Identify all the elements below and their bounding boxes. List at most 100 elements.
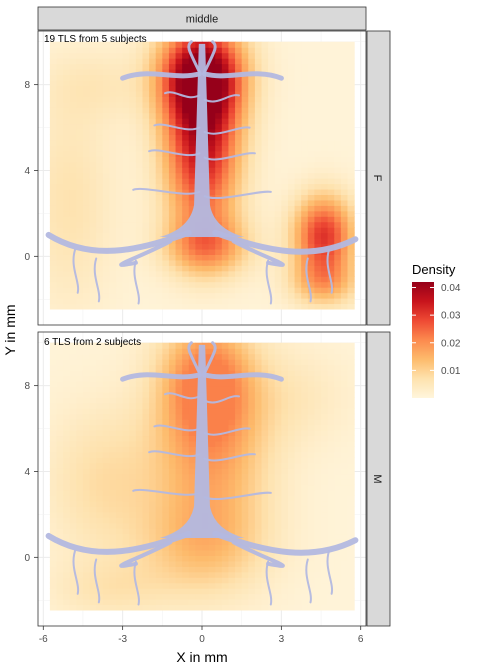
heatmap-cell: [268, 183, 276, 190]
heatmap-cell: [327, 549, 335, 556]
heatmap-cell: [287, 145, 296, 152]
heatmap-cell: [215, 270, 223, 277]
heatmap-cell: [261, 577, 269, 584]
heatmap-cell: [208, 303, 216, 310]
heatmap-cell: [135, 139, 144, 146]
heatmap-cell: [116, 506, 124, 513]
heatmap-cell: [215, 500, 223, 507]
heatmap-cell: [228, 479, 236, 486]
heatmap-cell: [281, 188, 289, 196]
heatmap-cell: [69, 238, 77, 245]
heatmap-cell: [182, 380, 190, 387]
heatmap-cell: [281, 577, 289, 584]
heatmap-cell: [228, 560, 236, 567]
heatmap-cell: [307, 178, 316, 185]
heatmap-cell: [294, 413, 302, 420]
heatmap-cell: [82, 446, 91, 453]
heatmap-cell: [208, 134, 216, 141]
heatmap-cell: [241, 112, 249, 119]
heatmap-cell: [56, 161, 64, 168]
heatmap-cell: [69, 172, 77, 179]
heatmap-cell: [235, 359, 243, 366]
heatmap-cell: [102, 577, 111, 584]
heatmap-cell: [135, 210, 144, 217]
heatmap-cell: [195, 248, 203, 255]
heatmap-cell: [294, 216, 302, 223]
heatmap-cell: [96, 112, 104, 119]
heatmap-cell: [294, 199, 302, 206]
heatmap-cell: [102, 58, 111, 65]
heatmap-cell: [129, 386, 137, 393]
heatmap-cell: [69, 468, 77, 475]
heatmap-cell: [175, 134, 183, 141]
heatmap-cell: [235, 292, 243, 299]
airway-arm-right: [212, 530, 359, 556]
heatmap-cell: [96, 533, 104, 540]
heatmap-cell: [82, 353, 91, 360]
heatmap-cell: [287, 500, 296, 507]
heatmap-cell: [56, 402, 64, 409]
heatmap-cell: [162, 604, 170, 611]
heatmap-cell: [274, 604, 282, 611]
heatmap-cell: [287, 85, 296, 92]
heatmap-cell: [49, 364, 58, 371]
heatmap-cell: [268, 270, 276, 277]
heatmap-cell: [162, 424, 170, 431]
heatmap-cell: [89, 435, 97, 442]
heatmap-cell: [122, 156, 130, 163]
heatmap-cell: [261, 473, 269, 480]
heatmap-cell: [235, 134, 243, 141]
heatmap-cell: [56, 90, 64, 97]
heatmap-cell: [248, 134, 256, 141]
heatmap-cell: [274, 588, 282, 595]
heatmap-cell: [294, 457, 302, 464]
heatmap-cell: [287, 566, 296, 573]
heatmap-cell: [221, 265, 230, 272]
heatmap-cell: [69, 462, 77, 469]
heatmap-cell: [281, 544, 289, 551]
heatmap-cell: [116, 593, 124, 600]
heatmap-cell: [208, 560, 216, 567]
heatmap-cell: [287, 270, 296, 277]
heatmap-cell: [168, 468, 177, 475]
heatmap-cell: [96, 79, 104, 86]
heatmap-cell: [122, 386, 130, 393]
heatmap-cell: [274, 451, 282, 458]
heatmap-cell: [254, 506, 263, 513]
heatmap-cell: [314, 391, 322, 398]
heatmap-cell: [89, 58, 97, 65]
heatmap-cell: [301, 167, 309, 174]
heatmap-cell: [274, 544, 282, 551]
heatmap-cell: [96, 303, 104, 310]
heatmap-cell: [281, 539, 289, 546]
heatmap-cell: [274, 254, 282, 261]
heatmap-cell: [327, 90, 335, 97]
heatmap-cell: [82, 85, 91, 92]
heatmap-cell: [175, 539, 183, 546]
heatmap-cell: [82, 227, 91, 234]
heatmap-cell: [334, 210, 342, 217]
heatmap-cell: [155, 353, 163, 360]
heatmap-cell: [208, 107, 216, 114]
heatmap-cell: [175, 593, 183, 600]
heatmap-cell: [155, 172, 163, 179]
heatmap-cell: [307, 128, 316, 136]
heatmap-cell: [261, 582, 269, 589]
heatmap-cell: [149, 604, 157, 611]
heatmap-cell: [89, 446, 97, 453]
heatmap-cell: [188, 265, 196, 272]
heatmap-cell: [155, 402, 163, 409]
heatmap-cell: [122, 150, 130, 157]
heatmap-cell: [82, 41, 91, 48]
heatmap-cell: [69, 353, 77, 360]
heatmap-cell: [254, 199, 263, 206]
heatmap-cell: [294, 375, 302, 382]
heatmap-cell: [235, 517, 243, 524]
heatmap-cell: [221, 101, 230, 108]
heatmap-cell: [182, 544, 190, 551]
heatmap-cell: [334, 457, 342, 464]
heatmap-cell: [221, 292, 230, 299]
heatmap-cell: [327, 227, 335, 234]
heatmap-cell: [254, 79, 263, 86]
heatmap-cell: [208, 408, 216, 415]
